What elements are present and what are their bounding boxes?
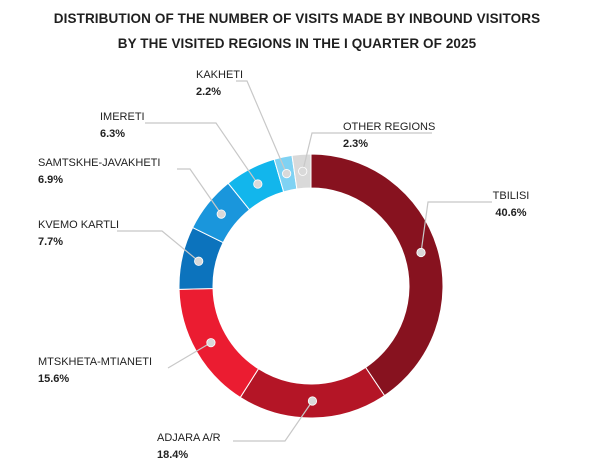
leader-line-tbilisi (420, 201, 492, 253)
label-value-kakheti: 2.2% (196, 86, 221, 98)
chart-title-line-1: DISTRIBUTION OF THE NUMBER OF VISITS MAD… (53, 11, 541, 26)
label-value-kvemo: 7.7% (38, 236, 63, 248)
chart-title: DISTRIBUTION OF THE NUMBER OF VISITS MAD… (0, 6, 594, 56)
slice-tbilisi (310, 153, 444, 397)
label-value-adjara: 18.4% (157, 449, 188, 461)
marker-tbilisi (416, 247, 426, 258)
leader-line-kvemo (117, 230, 200, 262)
marker-mtskheta (206, 338, 216, 348)
leader-line-kakheti (236, 80, 288, 174)
leader-line-samtskhe (177, 168, 222, 215)
label-name-tbilisi: TBILISI (493, 190, 530, 202)
slice-adjara (239, 366, 386, 419)
label-name-samtskhe: SAMTSKHE-JAVAKHETI (38, 157, 160, 169)
marker-kakheti (282, 169, 292, 179)
leader-line-adjara (233, 400, 313, 442)
chart-title-line-2: BY THE VISITED REGIONS IN THE I QUARTER … (117, 36, 477, 51)
leader-lines (117, 80, 492, 442)
label-value-other: 2.3% (343, 138, 368, 150)
label-name-adjara: ADJARA A/R (157, 432, 221, 444)
label-value-tbilisi: 40.6% (495, 207, 526, 219)
label-name-mtskheta: MTSKHETA-MTIANETI (38, 356, 152, 368)
marker-kvemo (194, 256, 204, 266)
marker-samtskhe (216, 209, 226, 219)
marker-other (298, 166, 308, 176)
slice-mtskheta (178, 287, 260, 399)
label-value-samtskhe: 6.9% (38, 174, 63, 186)
slice-labels: TBILISI 40.6% ADJARA A/R 18.4% MTSKHETA-MTIA… (38, 69, 529, 461)
label-name-imereti: IMERETI (100, 111, 145, 123)
label-name-other: OTHER REGIONS (343, 121, 435, 133)
marker-adjara (307, 396, 318, 406)
label-name-kvemo: KVEMO KARTLI (38, 219, 119, 231)
label-value-imereti: 6.3% (100, 128, 125, 140)
leader-line-mtskheta (167, 342, 212, 369)
leader-line-other (302, 132, 432, 172)
donut-slices (178, 153, 444, 419)
marker-imereti (253, 179, 263, 189)
label-name-kakheti: KAKHETI (196, 69, 243, 81)
label-value-mtskheta: 15.6% (38, 373, 69, 385)
leader-line-imereti (145, 122, 259, 185)
